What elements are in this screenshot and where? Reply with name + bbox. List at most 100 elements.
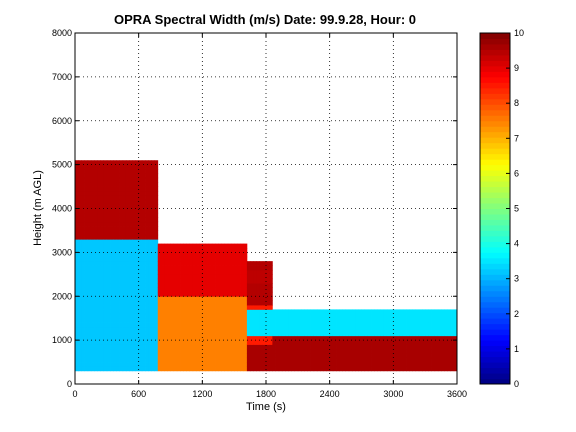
heatmap-cell xyxy=(122,274,127,280)
heatmap-cell xyxy=(113,226,117,231)
heatmap-cell xyxy=(453,335,458,341)
heatmap-cell xyxy=(250,265,254,271)
heatmap-cell xyxy=(291,309,296,315)
heatmap-cell xyxy=(183,296,187,302)
heatmap-cell xyxy=(202,261,206,266)
heatmap-cell xyxy=(310,331,315,337)
heatmap-cell xyxy=(269,348,273,354)
heatmap-cell xyxy=(374,335,378,341)
heatmap-cell xyxy=(189,344,194,350)
heatmap-cell xyxy=(316,335,321,341)
heatmap-cell xyxy=(336,309,340,315)
heatmap-cell xyxy=(106,243,111,249)
heatmap-cell xyxy=(313,326,318,332)
heatmap-cell xyxy=(78,353,82,359)
heatmap-cell xyxy=(141,313,146,319)
heatmap-cell xyxy=(81,199,85,205)
heatmap-cell xyxy=(116,164,120,170)
heatmap-cell xyxy=(383,366,388,372)
heatmap-cell xyxy=(221,309,226,315)
heatmap-cell xyxy=(81,291,85,297)
heatmap-cell xyxy=(447,366,452,372)
heatmap-cell xyxy=(402,326,407,332)
heatmap-cell xyxy=(380,348,385,354)
heatmap-cell xyxy=(125,318,130,323)
heatmap-cell xyxy=(75,182,79,187)
heatmap-cell xyxy=(106,300,111,306)
heatmap-cell xyxy=(119,265,124,271)
heatmap-cell xyxy=(230,322,235,328)
heatmap-cell xyxy=(441,335,445,341)
heatmap-cell xyxy=(211,283,216,288)
heatmap-cell xyxy=(81,296,85,302)
heatmap-cell xyxy=(186,296,190,302)
heatmap-cell xyxy=(205,326,210,332)
heatmap-cell xyxy=(100,269,105,275)
heatmap-cell xyxy=(106,199,111,205)
colorbar-swatch xyxy=(480,329,510,336)
heatmap-cell xyxy=(186,252,190,258)
heatmap-cell xyxy=(176,256,181,262)
heatmap-cell xyxy=(183,305,187,310)
heatmap-cell xyxy=(176,335,181,341)
heatmap-cell xyxy=(173,313,178,319)
heatmap-cell xyxy=(94,177,98,183)
heatmap-cell xyxy=(351,357,356,363)
heatmap-cell xyxy=(75,190,79,196)
heatmap-cell xyxy=(412,318,417,323)
heatmap-cell xyxy=(307,318,311,323)
heatmap-cell xyxy=(434,362,439,367)
heatmap-cell xyxy=(250,261,254,266)
heatmap-cell xyxy=(113,199,117,205)
heatmap-cell xyxy=(383,322,388,328)
heatmap-cell xyxy=(125,357,130,363)
heatmap-cell xyxy=(148,340,152,345)
heatmap-cell xyxy=(97,357,101,363)
heatmap-cell xyxy=(164,357,168,363)
heatmap-cell xyxy=(227,318,232,323)
heatmap-cell xyxy=(243,348,248,354)
heatmap-cell xyxy=(157,353,162,359)
heatmap-cell xyxy=(444,326,448,332)
heatmap-cell xyxy=(113,309,117,315)
heatmap-cell xyxy=(180,287,184,293)
colorbar-tick-label: 10 xyxy=(514,28,524,38)
grid-lines xyxy=(75,33,457,384)
colorbar-swatch xyxy=(480,153,510,160)
heatmap-cell xyxy=(444,318,448,323)
colorbar-swatch xyxy=(480,373,510,380)
heatmap-cell xyxy=(294,326,299,332)
heatmap-cell xyxy=(412,366,417,372)
heatmap-cell xyxy=(246,278,251,284)
heatmap-cell xyxy=(301,353,305,359)
heatmap-cell xyxy=(122,283,127,288)
heatmap-cell xyxy=(157,296,162,302)
heatmap-cell xyxy=(100,182,105,187)
heatmap-cell xyxy=(176,274,181,280)
heatmap-cell xyxy=(234,247,238,253)
heatmap-cell xyxy=(195,300,200,306)
heatmap-cell xyxy=(224,344,229,350)
heatmap-cell xyxy=(329,318,334,323)
heatmap-cell xyxy=(119,190,124,196)
heatmap-cell xyxy=(148,331,152,337)
heatmap-cell xyxy=(211,340,216,345)
heatmap-cell xyxy=(441,313,445,319)
heatmap-cell xyxy=(125,348,130,354)
heatmap-cell xyxy=(192,309,197,315)
heatmap-cell xyxy=(122,278,127,284)
heatmap-cell xyxy=(351,366,356,372)
heatmap-cell xyxy=(364,331,369,337)
heatmap-cell xyxy=(393,366,397,372)
heatmap-cell xyxy=(84,344,89,350)
heatmap-cell xyxy=(100,344,105,350)
heatmap-cell xyxy=(256,326,261,332)
heatmap-cell xyxy=(141,230,146,236)
heatmap-cell xyxy=(180,256,184,262)
heatmap-cell xyxy=(106,239,111,244)
heatmap-cell xyxy=(205,261,210,266)
heatmap-cell xyxy=(399,366,404,372)
heatmap-cell xyxy=(329,344,334,350)
heatmap-cell xyxy=(100,300,105,306)
